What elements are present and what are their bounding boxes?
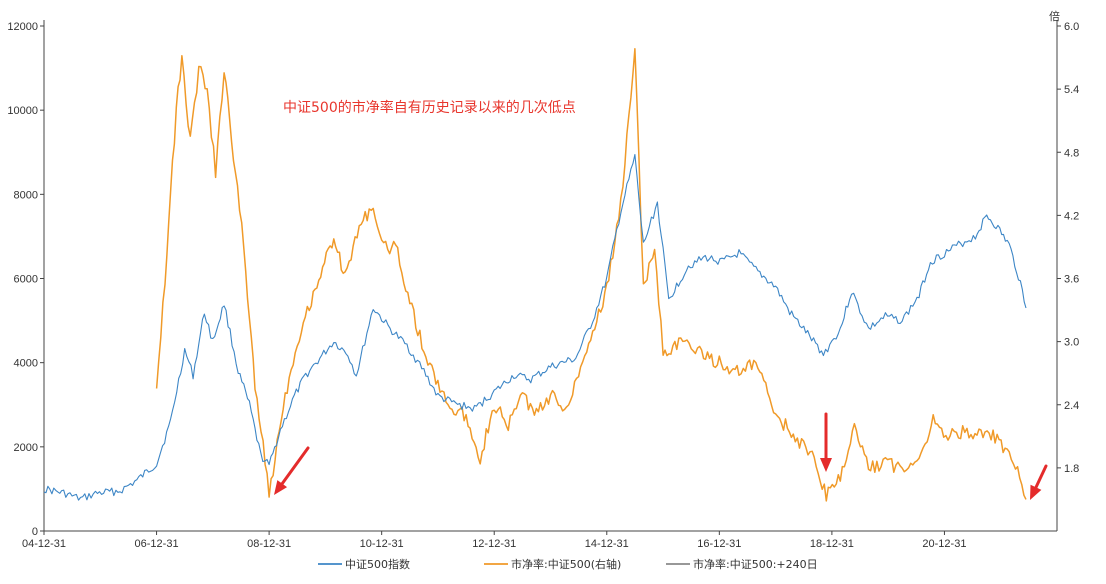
x-tick-label: 18-12-31 (810, 538, 854, 550)
y-right-tick-label: 3.0 (1064, 337, 1079, 349)
series-line-0 (43, 153, 1027, 501)
low-point-arrows (274, 412, 1048, 500)
y-right-tick-label: 5.4 (1064, 84, 1079, 96)
y-right-tick-label: 3.6 (1064, 274, 1079, 286)
legend-label: 市净率:中证500:+240日 (693, 557, 818, 571)
y-left-tick-label: 12000 (7, 21, 38, 33)
legend: 中证500指数 市净率:中证500(右轴) 市净率:中证500:+240日 (318, 557, 818, 571)
y-right-tick-label: 4.2 (1064, 210, 1079, 222)
y-right-tick-label: 6.0 (1064, 21, 1079, 33)
y-right-tick-label: 4.8 (1064, 147, 1079, 159)
x-tick-label: 12-12-31 (472, 538, 516, 550)
x-tick-label: 20-12-31 (922, 538, 966, 550)
x-tick-label: 10-12-31 (360, 538, 404, 550)
y-left-tick-label: 10000 (7, 105, 38, 117)
y-right-tick-label: 1.8 (1064, 463, 1079, 475)
series-line-1 (155, 48, 1027, 502)
x-tick-label: 06-12-31 (135, 538, 179, 550)
plot-area (43, 48, 1027, 502)
x-tick-label: 14-12-31 (585, 538, 629, 550)
legend-label: 市净率:中证500(右轴) (511, 557, 621, 571)
legend-label: 中证500指数 (345, 557, 410, 571)
arrow-2008-low (274, 446, 310, 495)
y-right-tick-label: 2.4 (1064, 400, 1079, 412)
x-tick-label: 04-12-31 (22, 538, 66, 550)
arrow-2022-low (1030, 464, 1048, 500)
chart-annotation: 中证500的市净率自有历史记录以来的几次低点 (283, 99, 576, 116)
y-right-unit: 倍 (1049, 9, 1060, 23)
y-left-tick-label: 8000 (14, 189, 38, 201)
x-tick-label: 16-12-31 (697, 538, 741, 550)
y-left-tick-label: 0 (32, 526, 38, 538)
x-tick-label: 08-12-31 (247, 538, 291, 550)
y-left-tick-label: 2000 (14, 442, 38, 454)
axes: 0 2000 4000 6000 8000 10000 12000 1.8 2.4 3.0 3.6 4… (7, 9, 1079, 550)
y-left-tick-label: 6000 (14, 274, 38, 286)
y-left-tick-label: 4000 (14, 358, 38, 370)
arrow-2018-low (820, 412, 832, 472)
